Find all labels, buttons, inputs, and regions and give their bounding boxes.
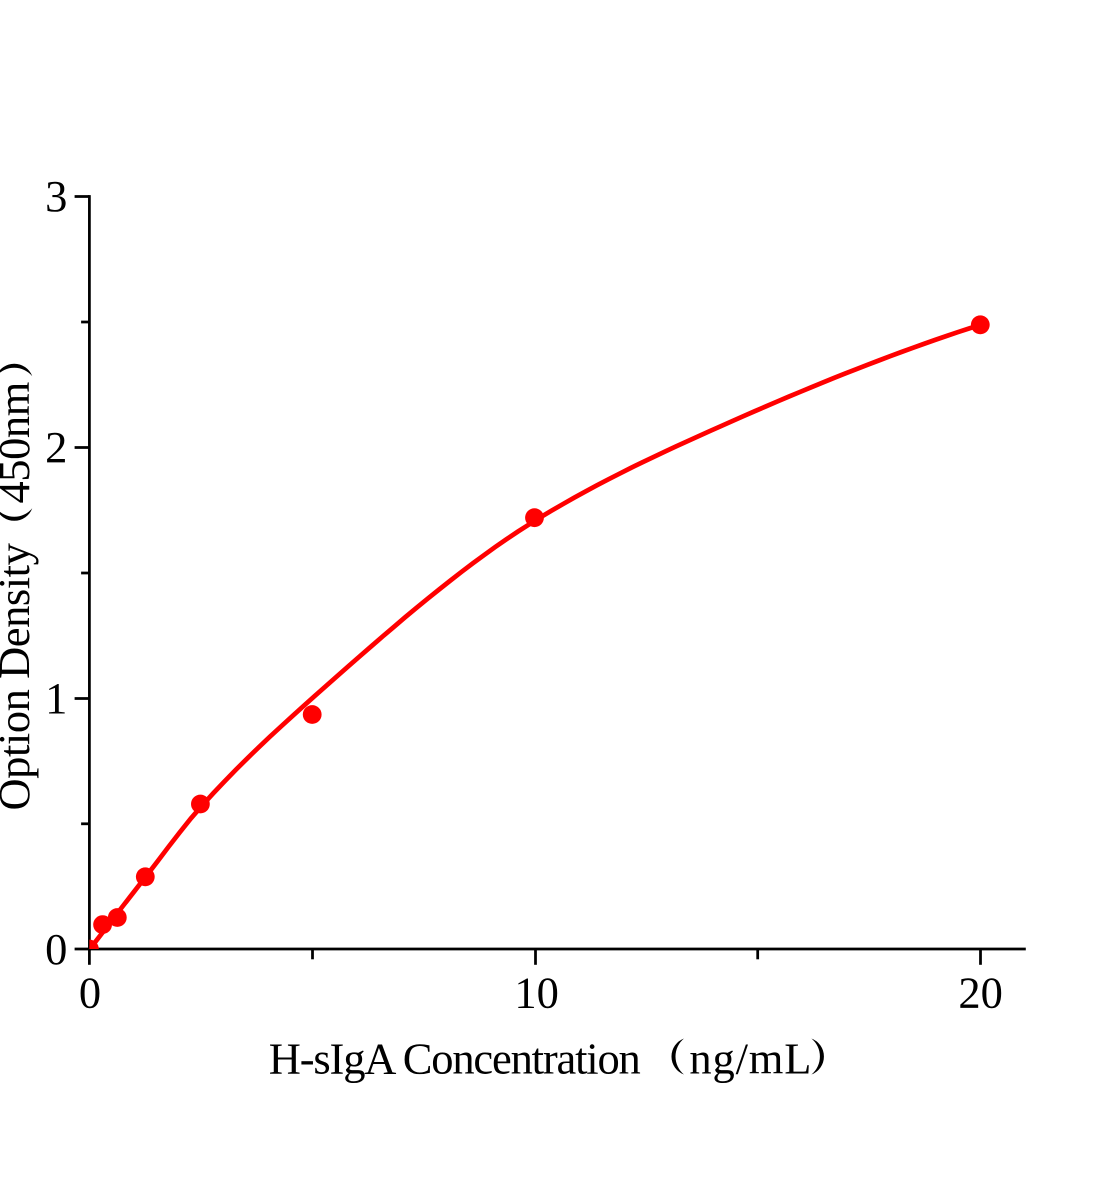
svg-text:0: 0 bbox=[45, 924, 67, 974]
svg-text:3: 3 bbox=[45, 171, 67, 221]
svg-text:0: 0 bbox=[79, 967, 101, 1017]
svg-text:H-sIgA Concentration: H-sIgA Concentration bbox=[269, 1034, 641, 1084]
svg-text:2: 2 bbox=[45, 422, 67, 472]
svg-text:10: 10 bbox=[514, 967, 559, 1017]
svg-text:ng/mL: ng/mL bbox=[689, 1034, 812, 1084]
svg-text:1: 1 bbox=[45, 673, 67, 723]
svg-text:Option Density: Option Density bbox=[0, 542, 39, 810]
svg-text:450nm: 450nm bbox=[0, 382, 39, 503]
svg-text:20: 20 bbox=[958, 967, 1003, 1017]
